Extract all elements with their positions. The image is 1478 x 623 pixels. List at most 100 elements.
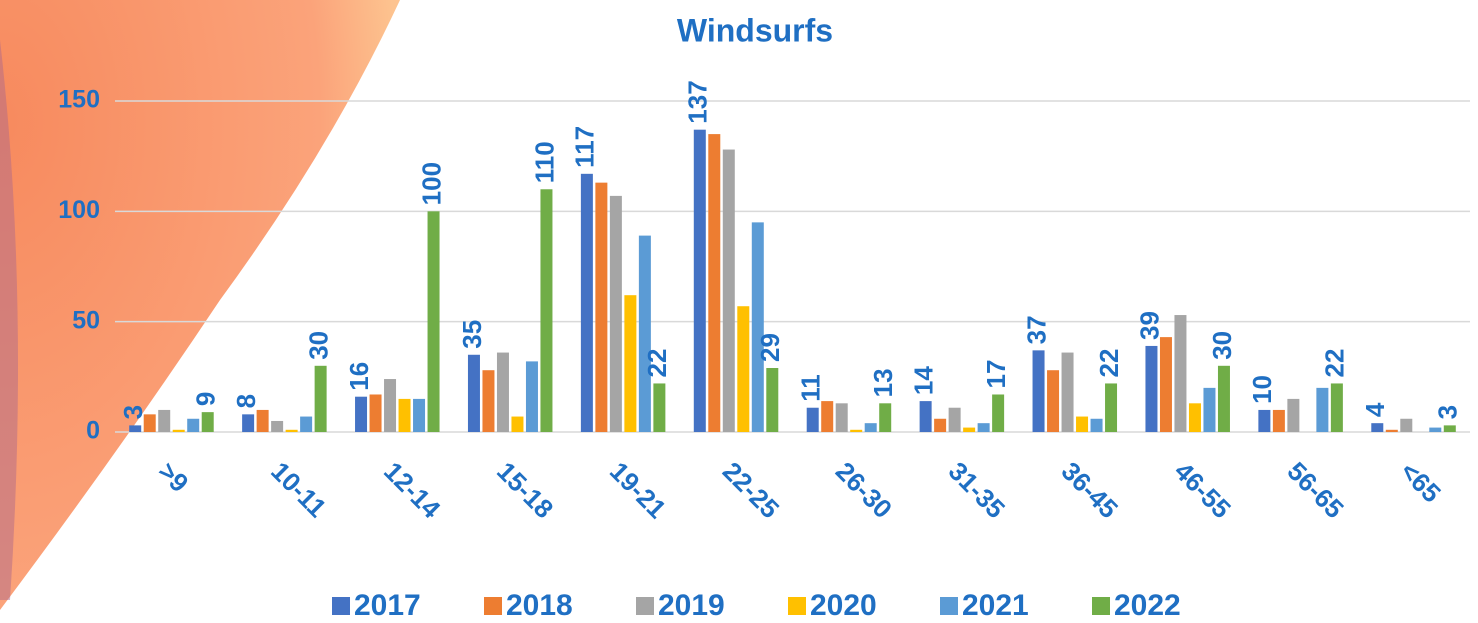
- bar: [737, 306, 750, 432]
- legend-label: 2017: [354, 589, 421, 622]
- bar: [158, 409, 171, 432]
- bar: [525, 361, 538, 432]
- bar: [143, 414, 156, 432]
- bar: [835, 403, 848, 432]
- legend-swatch: [788, 597, 806, 615]
- x-tick-label: 19-21: [604, 456, 672, 524]
- bar: [496, 352, 509, 432]
- bar: [256, 409, 269, 432]
- legend-label: 2020: [810, 589, 877, 622]
- bar: [992, 394, 1005, 432]
- bar: [919, 401, 932, 432]
- bar: [1105, 383, 1118, 432]
- x-tick-label: 31-35: [943, 456, 1011, 524]
- bar: [708, 134, 721, 432]
- bar: [977, 423, 990, 432]
- data-label: 35: [457, 320, 487, 349]
- y-tick-label: 100: [58, 196, 100, 224]
- data-label: 137: [683, 80, 713, 123]
- bar: [285, 429, 298, 432]
- bar: [1316, 387, 1329, 432]
- x-tick-label: 10-11: [265, 456, 332, 523]
- data-label: 37: [1021, 315, 1051, 344]
- bar: [1443, 425, 1456, 432]
- background-shape: [0, 0, 400, 610]
- bar: [751, 222, 764, 432]
- x-tick-label: 56-65: [1282, 456, 1350, 524]
- data-label: 30: [304, 331, 334, 360]
- x-tick-label: >9: [152, 456, 194, 498]
- data-label: 22: [1320, 349, 1350, 378]
- data-label: 29: [755, 333, 785, 362]
- bar: [1330, 383, 1343, 432]
- legend-label: 2021: [962, 589, 1029, 622]
- bar: [766, 368, 779, 432]
- bar: [300, 416, 313, 432]
- bar: [467, 354, 480, 432]
- bar: [1287, 398, 1300, 432]
- bar: [821, 401, 834, 432]
- x-tick-label: 26-30: [830, 456, 898, 524]
- bar: [609, 195, 622, 432]
- bar: [1272, 409, 1285, 432]
- x-tick-label: <65: [1394, 456, 1446, 508]
- bar: [1061, 352, 1074, 432]
- data-label: 100: [416, 162, 446, 205]
- data-label: 14: [909, 366, 939, 395]
- legend-label: 2019: [658, 589, 725, 622]
- bar: [187, 418, 200, 432]
- x-tick-label: 12-14: [378, 456, 447, 525]
- bar: [1217, 365, 1230, 432]
- bar: [129, 425, 142, 432]
- bar: [864, 423, 877, 432]
- bar: [427, 211, 440, 432]
- data-label: 39: [1134, 311, 1164, 340]
- bar: [693, 129, 706, 433]
- bar: [413, 398, 426, 432]
- bar: [1174, 315, 1187, 432]
- legend-swatch: [636, 597, 654, 615]
- data-label: 17: [981, 360, 1011, 389]
- bar: [384, 379, 397, 432]
- bar: [540, 189, 553, 432]
- bar: [1400, 418, 1413, 432]
- legend-swatch: [332, 597, 350, 615]
- bar: [1371, 423, 1384, 432]
- bar: [850, 429, 863, 432]
- bar: [653, 383, 666, 432]
- bar: [595, 182, 608, 432]
- bar: [624, 295, 637, 432]
- data-label: 30: [1207, 331, 1237, 360]
- background-shade: [0, 40, 18, 600]
- y-tick-label: 0: [86, 417, 100, 445]
- x-tick-label: 36-45: [1056, 456, 1124, 524]
- y-tick-label: 150: [58, 86, 100, 114]
- data-label: 8: [231, 394, 261, 408]
- bar: [369, 394, 382, 432]
- bar: [1047, 370, 1060, 432]
- y-tick-label: 50: [72, 306, 100, 334]
- data-label: 22: [1094, 349, 1124, 378]
- data-label: 13: [868, 368, 898, 397]
- bar: [1159, 337, 1172, 432]
- bar: [1429, 427, 1442, 432]
- bar: [806, 407, 819, 432]
- bar: [242, 414, 255, 432]
- data-label: 11: [796, 374, 826, 402]
- bar: [879, 403, 892, 432]
- bar: [1145, 345, 1158, 432]
- chart-title: Windsurfs: [677, 12, 833, 48]
- data-label: 3: [1433, 405, 1463, 419]
- legend-label: 2022: [1114, 589, 1181, 622]
- data-label: 3: [118, 405, 148, 419]
- legend-swatch: [940, 597, 958, 615]
- bar: [1203, 387, 1216, 432]
- bar: [580, 173, 593, 432]
- x-tick-label: 22-25: [717, 456, 785, 524]
- bar: [1385, 429, 1398, 432]
- bar: [1090, 418, 1103, 432]
- bar: [1258, 409, 1271, 432]
- data-label: 110: [529, 141, 559, 183]
